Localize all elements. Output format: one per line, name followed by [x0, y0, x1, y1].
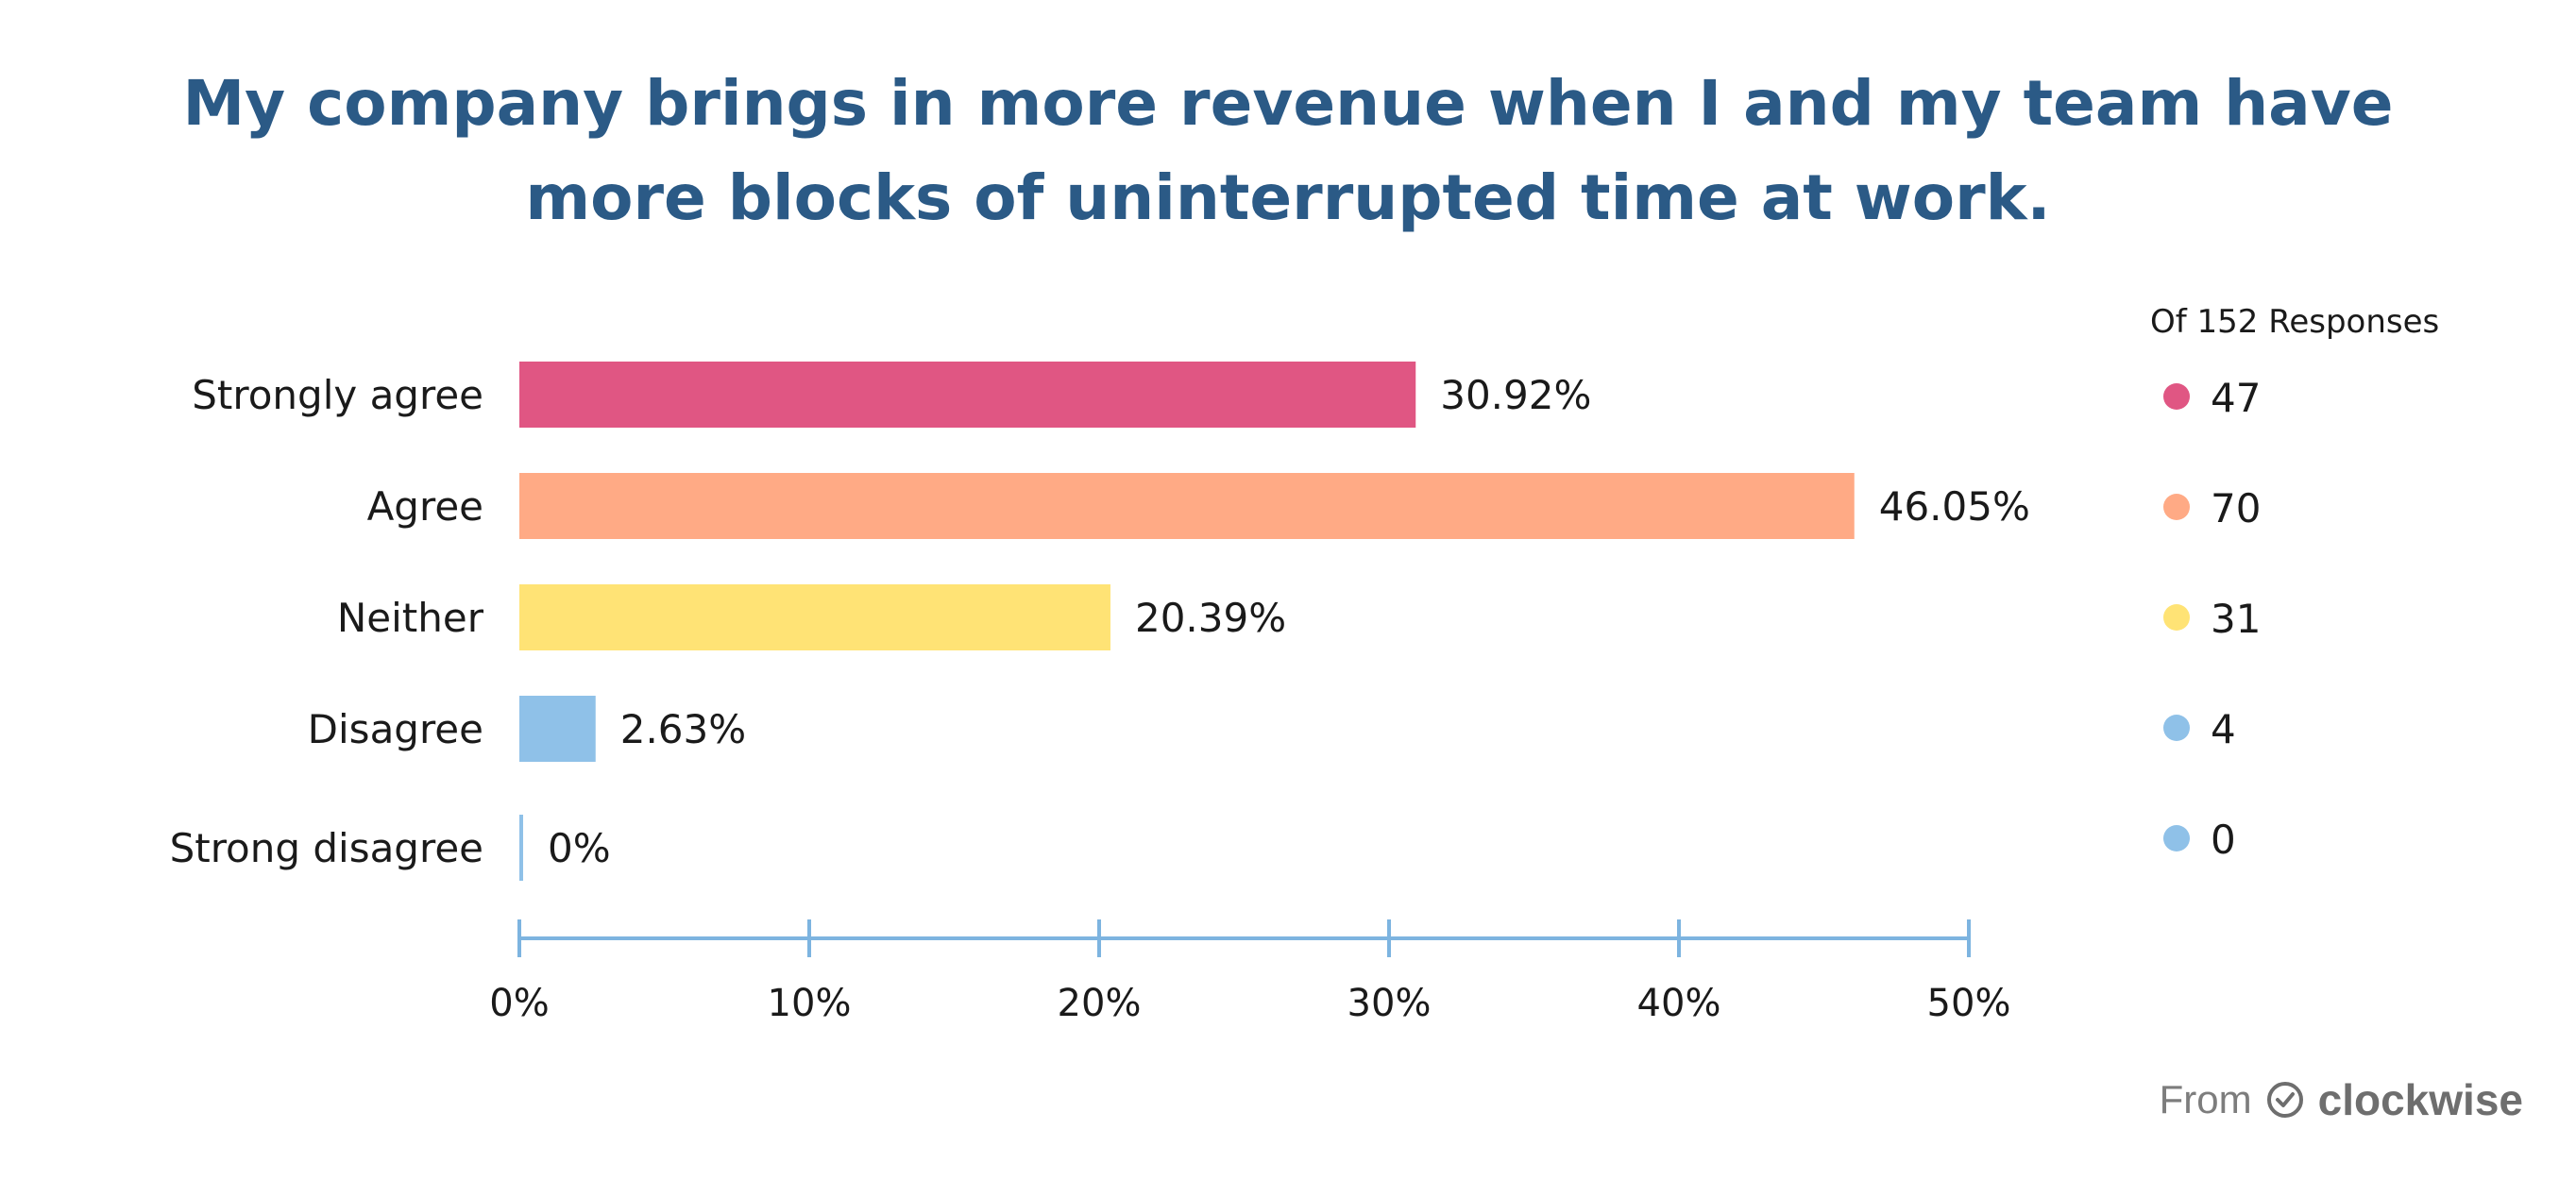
legend-title: Of 152 Responses [2150, 303, 2439, 341]
x-tick-label-40: 40% [1637, 982, 1721, 1025]
chart-title: My company brings in more revenue when I… [0, 57, 2576, 245]
legend: 47 70 31 4 0 Of 152 Responses [2150, 303, 2439, 863]
value-labels: 30.92% 46.05% 20.39% 2.63% 0% [548, 372, 2030, 871]
value-label-disagree: 2.63% [620, 706, 746, 752]
legend-dot-disagree [2163, 715, 2190, 741]
value-label-strong-disagree: 0% [548, 825, 611, 871]
clock-check-icon [2266, 1082, 2303, 1118]
category-label-strong-disagree: Strong disagree [170, 825, 483, 871]
source-credit: From clockwise [2160, 1074, 2523, 1125]
x-tick-label-20: 20% [1058, 982, 1142, 1025]
bar-disagree [519, 696, 596, 762]
x-tick-label-0: 0% [489, 982, 549, 1025]
chart-title-line-1: My company brings in more revenue when I… [182, 67, 2394, 140]
credit-brand: clockwise [2317, 1075, 2523, 1124]
legend-dot-agree [2163, 494, 2190, 520]
category-label-agree: Agree [367, 483, 483, 530]
legend-count-disagree: 4 [2211, 706, 2236, 752]
x-tick-label-30: 30% [1347, 982, 1432, 1025]
category-label-disagree: Disagree [308, 706, 483, 752]
legend-count-strong-disagree: 0 [2211, 817, 2236, 863]
legend-count-strongly-agree: 47 [2211, 375, 2261, 421]
bar-agree [519, 473, 1855, 539]
legend-dot-strong-disagree [2163, 825, 2190, 851]
category-label-neither: Neither [337, 595, 484, 641]
legend-count-neither: 31 [2211, 596, 2261, 642]
category-label-strongly-agree: Strongly agree [192, 372, 483, 418]
value-label-strongly-agree: 30.92% [1440, 372, 1591, 418]
legend-dot-strongly-agree [2163, 383, 2190, 410]
x-tick-label-10: 10% [768, 982, 852, 1025]
legend-dot-neither [2163, 604, 2190, 631]
bar-strong-disagree [519, 815, 523, 881]
chart-title-line-2: more blocks of uninterrupted time at wor… [525, 161, 2051, 234]
legend-count-agree: 70 [2211, 485, 2261, 531]
credit-from-label: From [2159, 1077, 2252, 1121]
bar-neither [519, 584, 1110, 650]
value-label-agree: 46.05% [1879, 483, 2030, 530]
bars-group [519, 362, 1855, 881]
x-axis: 0% 10% 20% 30% 40% 50% [489, 919, 2010, 1025]
bar-strongly-agree [519, 362, 1416, 428]
value-label-neither: 20.39% [1135, 595, 1286, 641]
category-labels: Strongly agree Agree Neither Disagree Strong… [170, 372, 484, 871]
x-tick-label-50: 50% [1927, 982, 2011, 1025]
